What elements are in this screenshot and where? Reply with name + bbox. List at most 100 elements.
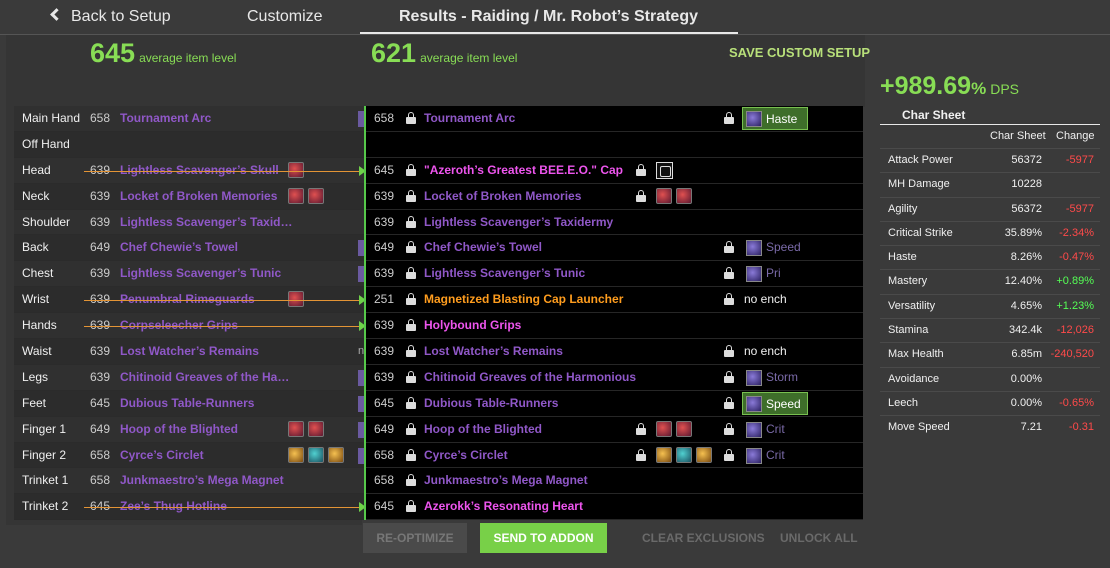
lock-icon[interactable] — [724, 396, 734, 409]
lock-icon[interactable] — [406, 319, 416, 332]
table-row[interactable]: Hands 639 Corpseleecher Grips — [14, 313, 366, 340]
unlock-all-button[interactable]: UNLOCK ALL — [780, 531, 858, 545]
back-to-setup-link[interactable]: Back to Setup — [50, 8, 171, 26]
item-name[interactable]: Azerokk’s Resonating Heart — [424, 499, 583, 514]
item-name[interactable]: Tournament Arc — [120, 111, 212, 125]
lock-icon[interactable] — [406, 345, 416, 358]
lock-icon[interactable] — [724, 345, 734, 358]
lock-icon[interactable] — [406, 241, 416, 254]
char-sheet-tab[interactable]: Char Sheet — [902, 108, 966, 122]
table-row[interactable]: Trinket 1 658 Junkmaestro’s Mega Magnet — [14, 468, 364, 495]
table-row[interactable]: 639 Chitinoid Greaves of the Harmonious St… — [366, 364, 863, 391]
table-row[interactable]: Finger 2 658 Cyrce’s Circlet — [14, 442, 364, 469]
tab-customize[interactable]: Customize — [247, 8, 323, 25]
table-row[interactable]: 639 Lightless Scavenger’s Tunic Pri — [366, 261, 863, 288]
item-name[interactable]: Holybound Grips — [424, 318, 522, 333]
table-row[interactable]: 639 Locket of Broken Memories — [366, 183, 863, 210]
lock-icon[interactable] — [406, 396, 416, 409]
lock-icon[interactable] — [406, 474, 416, 487]
table-row[interactable]: 639 Lost Watcher’s Remains no ench — [366, 339, 863, 365]
table-row[interactable]: 639 Holybound Grips — [366, 313, 863, 340]
tab-results[interactable]: Results - Raiding / Mr. Robot’s Strategy — [399, 8, 698, 25]
table-row[interactable]: Neck 639 Locket of Broken Memories — [14, 183, 364, 210]
item-name[interactable]: Chef Chewie’s Towel — [120, 240, 239, 255]
item-name[interactable]: Lightless Scavenger’s Tunic — [424, 266, 586, 281]
lock-icon[interactable] — [724, 241, 734, 254]
item-name[interactable]: Junkmaestro’s Mega Magnet — [120, 473, 284, 488]
enchant-highlight[interactable]: Speed — [742, 391, 808, 415]
table-row[interactable]: 251 Magnetized Blasting Cap Launcher no en… — [366, 287, 863, 314]
item-name[interactable]: Junkmaestro’s Mega Magnet — [424, 473, 588, 488]
item-name[interactable]: Lightless Scavenger’s Skull — [120, 162, 279, 177]
item-name[interactable]: Dubious Table-Runners — [424, 395, 559, 410]
lock-icon[interactable] — [636, 189, 646, 202]
item-name[interactable]: Penumbral Rimeguards — [120, 292, 255, 307]
table-row[interactable]: Shoulder 639 Lightless Scavenger’s Taxid… — [14, 209, 364, 236]
table-row[interactable]: 658 Cyrce’s Circlet Crit — [366, 442, 863, 469]
lock-icon[interactable] — [724, 293, 734, 306]
item-name[interactable]: Lost Watcher’s Remains — [120, 344, 259, 359]
lock-icon[interactable] — [406, 370, 416, 383]
table-row[interactable]: Wrist 639 Penumbral Rimeguards — [14, 287, 366, 314]
item-name[interactable]: Tournament Arc — [424, 111, 516, 125]
item-name[interactable]: Locket of Broken Memories — [424, 188, 582, 203]
save-custom-setup-button[interactable]: SAVE CUSTOM SETUP — [729, 45, 871, 60]
table-row[interactable]: Waist 639 Lost Watcher’s Remains n — [14, 339, 364, 365]
table-row[interactable]: 645 Dubious Table-Runners Speed — [366, 390, 863, 417]
lock-icon[interactable] — [406, 189, 416, 202]
table-row[interactable]: 645 "Azeroth’s Greatest BEE.E.O." Cap — [366, 157, 863, 184]
table-row[interactable]: 658 Junkmaestro’s Mega Magnet — [366, 468, 863, 495]
table-row[interactable]: Legs 639 Chitinoid Greaves of the Ha… — [14, 364, 364, 391]
lock-icon[interactable] — [724, 370, 734, 383]
table-row[interactable]: Chest 639 Lightless Scavenger’s Tunic — [14, 261, 364, 288]
table-row[interactable]: 649 Chef Chewie’s Towel Speed — [366, 235, 863, 262]
lock-icon[interactable] — [406, 267, 416, 280]
item-name[interactable]: Hoop of the Blighted — [424, 421, 542, 436]
item-name[interactable]: Lightless Scavenger’s Taxid… — [120, 214, 293, 229]
table-row[interactable]: 649 Hoop of the Blighted Crit — [366, 416, 863, 443]
lock-icon[interactable] — [406, 293, 416, 306]
item-name[interactable]: Lost Watcher’s Remains — [424, 344, 563, 359]
table-row[interactable]: 645 Azerokk’s Resonating Heart — [366, 494, 863, 521]
item-name[interactable]: Corpseleecher Grips — [120, 318, 239, 333]
table-row[interactable]: Off Hand — [14, 131, 364, 158]
item-name[interactable]: Lightless Scavenger’s Tunic — [120, 266, 282, 281]
lock-icon[interactable] — [406, 112, 416, 124]
item-name[interactable]: Cyrce’s Circlet — [424, 447, 508, 462]
table-row[interactable] — [366, 131, 863, 158]
lock-icon[interactable] — [724, 112, 734, 124]
item-name[interactable]: Zee’s Thug Hotline — [120, 499, 227, 514]
item-name[interactable]: Chitinoid Greaves of the Ha… — [120, 369, 290, 384]
table-row[interactable]: Finger 1 649 Hoop of the Blighted — [14, 416, 364, 443]
lock-icon[interactable] — [406, 215, 416, 228]
send-to-addon-button[interactable]: SEND TO ADDON — [480, 523, 607, 553]
item-name[interactable]: Locket of Broken Memories — [120, 188, 278, 203]
lock-icon[interactable] — [406, 500, 416, 513]
item-name[interactable]: Magnetized Blasting Cap Launcher — [424, 292, 624, 307]
lock-icon[interactable] — [636, 422, 646, 435]
item-name[interactable]: "Azeroth’s Greatest BEE.E.O." Cap — [424, 162, 623, 177]
reoptimize-button[interactable]: RE-OPTIMIZE — [363, 523, 467, 553]
lock-icon[interactable] — [724, 422, 734, 435]
item-name[interactable]: Chitinoid Greaves of the Harmonious — [424, 369, 637, 384]
lock-icon[interactable] — [724, 267, 734, 280]
lock-icon[interactable] — [406, 422, 416, 435]
item-name[interactable]: Dubious Table-Runners — [120, 395, 255, 410]
item-name[interactable]: Lightless Scavenger’s Taxidermy — [424, 214, 614, 229]
enchant-highlight[interactable]: Haste — [742, 107, 808, 130]
table-row[interactable]: 658 Tournament Arc Haste — [366, 106, 863, 132]
table-row[interactable]: 639 Lightless Scavenger’s Taxidermy — [366, 209, 863, 236]
item-name[interactable]: Cyrce’s Circlet — [120, 447, 204, 462]
table-row[interactable]: Main Hand 658 Tournament Arc — [14, 106, 364, 132]
lock-icon[interactable] — [636, 163, 646, 176]
table-row[interactable]: Trinket 2 645 Zee’s Thug Hotline — [14, 494, 366, 521]
table-row[interactable]: Feet 645 Dubious Table-Runners — [14, 390, 364, 417]
table-row[interactable]: Head 639 Lightless Scavenger’s Skull — [14, 157, 366, 184]
item-name[interactable]: Hoop of the Blighted — [120, 421, 238, 436]
clear-exclusions-button[interactable]: CLEAR EXCLUSIONS — [642, 531, 765, 545]
lock-icon[interactable] — [724, 448, 734, 461]
item-name[interactable]: Chef Chewie’s Towel — [424, 240, 543, 255]
lock-icon[interactable] — [406, 448, 416, 461]
lock-icon[interactable] — [406, 163, 416, 176]
table-row[interactable]: Back 649 Chef Chewie’s Towel — [14, 235, 364, 262]
